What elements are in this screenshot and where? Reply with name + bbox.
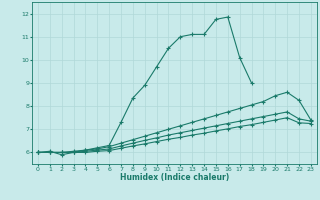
X-axis label: Humidex (Indice chaleur): Humidex (Indice chaleur) xyxy=(120,173,229,182)
